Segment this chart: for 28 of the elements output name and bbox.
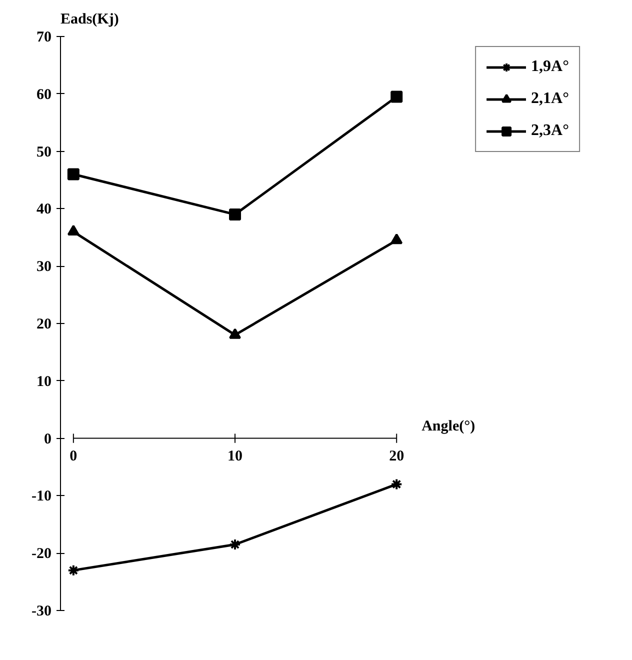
x-tick-label: 20: [389, 448, 404, 464]
y-tick-label: 50: [36, 144, 52, 160]
legend-label: 1,9A°: [531, 58, 569, 76]
y-tick-label: -10: [32, 488, 52, 505]
point: [67, 224, 80, 236]
y-tick-label: 70: [36, 30, 52, 46]
y-tick-label: 30: [36, 259, 52, 276]
x-tick-label: 10: [228, 448, 243, 464]
point: [390, 90, 403, 103]
y-axis-title: Eads(Kj): [60, 12, 119, 28]
y-tick-label: 60: [36, 86, 52, 103]
point: [390, 233, 403, 244]
point: [67, 168, 80, 180]
y-tick-label: 10: [36, 374, 52, 390]
point: [390, 478, 403, 490]
point: [229, 328, 242, 339]
y-tick-label: 0: [44, 431, 52, 448]
y-tick-label: 40: [36, 202, 52, 218]
y-tick-label: 20: [36, 316, 52, 332]
x-axis-title: Angle(°): [422, 418, 476, 434]
point: [229, 208, 242, 220]
point: [229, 538, 242, 550]
x-tick-label: 0: [70, 448, 78, 464]
legend-label: 2,1A°: [531, 90, 569, 108]
y-tick-label: -20: [32, 546, 52, 562]
y-tick-label: -30: [32, 604, 52, 620]
point: [67, 564, 80, 576]
legend-label: 2,3A°: [531, 122, 569, 140]
